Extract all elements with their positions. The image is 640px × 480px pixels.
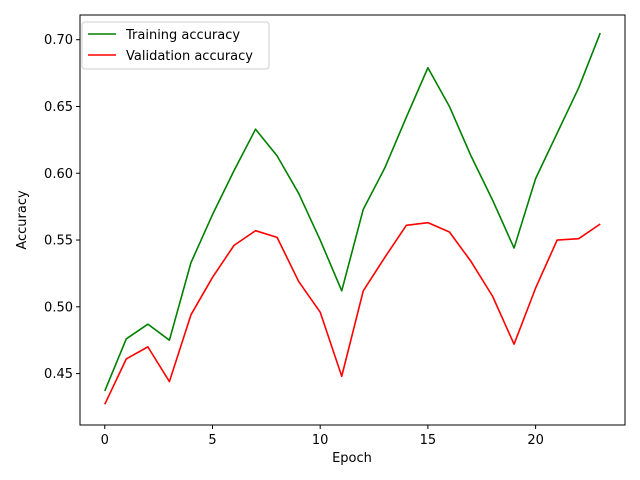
legend-label-validation: Validation accuracy bbox=[126, 49, 253, 64]
legend: Training accuracy Validation accuracy bbox=[81, 21, 270, 70]
y-axis-label: Accuracy bbox=[15, 190, 30, 250]
y-tick-label: 0.50 bbox=[44, 300, 73, 315]
y-tick-label: 0.70 bbox=[44, 33, 73, 48]
y-tick-label: 0.60 bbox=[44, 167, 73, 182]
x-axis-label: Epoch bbox=[332, 451, 372, 466]
x-tick-label: 5 bbox=[208, 433, 216, 448]
x-tick-label: 10 bbox=[312, 433, 329, 448]
series-line-training bbox=[104, 32, 601, 392]
y-tick-label: 0.65 bbox=[44, 100, 73, 115]
legend-label-training: Training accuracy bbox=[125, 28, 240, 43]
y-ticks: 0.45 0.50 0.55 0.60 0.65 0.70 bbox=[44, 33, 80, 382]
y-tick-label: 0.45 bbox=[44, 367, 73, 382]
x-ticks: 0 5 10 15 20 bbox=[101, 425, 544, 448]
plot-area bbox=[80, 15, 625, 425]
series-line-validation bbox=[104, 221, 601, 405]
x-tick-label: 20 bbox=[527, 433, 544, 448]
x-tick-label: 15 bbox=[420, 433, 437, 448]
legend-box bbox=[81, 21, 270, 70]
series-layer bbox=[104, 32, 601, 405]
plot-frame bbox=[79, 14, 626, 426]
x-tick-label: 0 bbox=[101, 433, 109, 448]
y-tick-label: 0.55 bbox=[44, 234, 73, 249]
